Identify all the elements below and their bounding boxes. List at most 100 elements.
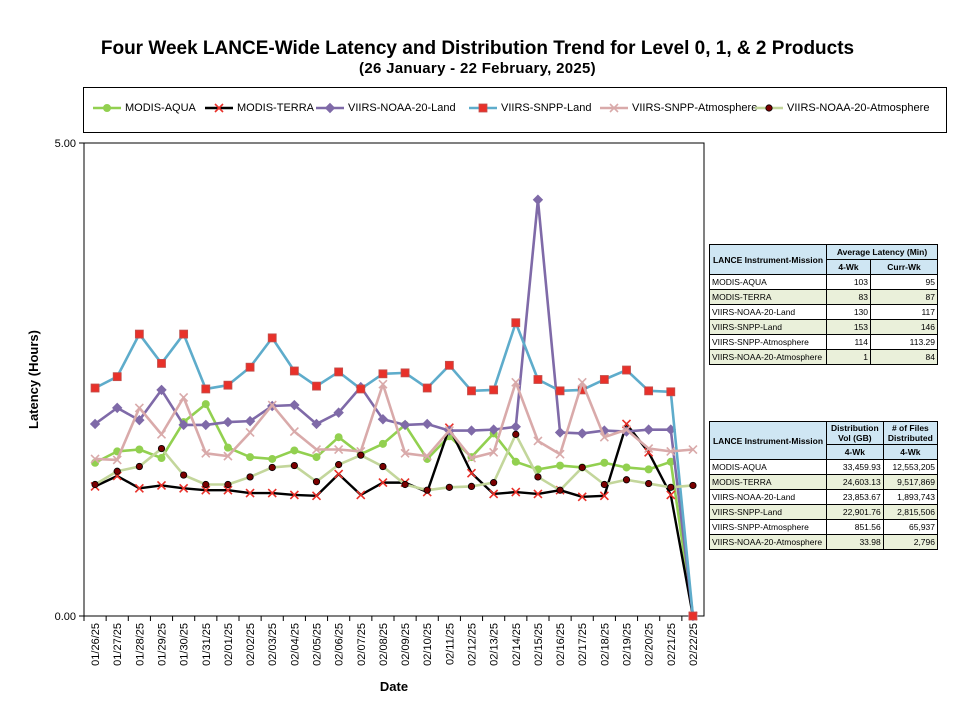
data-point [246, 473, 254, 481]
distribution-table-cell-a: 23,853.67 [826, 489, 884, 505]
data-point [157, 454, 166, 463]
data-point [444, 426, 454, 436]
latency-table-cell-name: VIIRS-NOAA-20-Atmosphere [709, 349, 827, 365]
x-tick-label: 02/11/25 [444, 623, 456, 665]
x-tick-label: 02/09/25 [400, 623, 412, 666]
data-point [422, 418, 433, 430]
data-point [379, 462, 387, 471]
x-tick-label: 02/08/25 [378, 623, 390, 666]
data-point [268, 463, 276, 472]
distribution-table-row: MODIS-TERRA 24,603.13 9,517,869 [709, 474, 939, 490]
data-point [90, 454, 100, 464]
data-point [667, 483, 675, 491]
latency-table-cell-b: 146 [870, 319, 938, 335]
legend-marker [478, 103, 488, 113]
x-tick-label: 02/19/25 [622, 623, 634, 666]
data-point [356, 490, 366, 500]
data-point [644, 443, 654, 454]
data-point [157, 359, 166, 368]
legend-label: VIIRS-NOAA-20-Land [348, 102, 456, 114]
data-point [599, 491, 609, 501]
latency-table-cell-a: 103 [826, 274, 871, 290]
data-point [311, 418, 322, 430]
data-point [357, 451, 365, 459]
y-tick-label: 5.00 [55, 138, 76, 150]
data-point [466, 453, 477, 463]
data-point [622, 365, 631, 375]
data-point [135, 462, 143, 471]
data-point [245, 488, 255, 498]
data-point [334, 433, 343, 442]
data-point [311, 491, 322, 501]
data-point [423, 486, 431, 494]
series-line [94, 433, 694, 492]
x-tick-label: 01/27/25 [112, 623, 124, 666]
data-point [268, 454, 277, 463]
data-point [556, 486, 564, 494]
distribution-table-cell-b: 12,553,205 [882, 459, 939, 475]
data-point [511, 318, 521, 328]
data-point [267, 488, 277, 498]
data-point [511, 487, 521, 497]
data-point [556, 461, 565, 470]
data-point [245, 362, 255, 372]
distribution-table: LANCE Instrument-Mission Distribution Vo… [709, 421, 939, 550]
data-point [134, 329, 144, 339]
latency-table-cell-b: 113.29 [870, 334, 938, 350]
data-point [467, 386, 476, 396]
data-point [378, 478, 388, 488]
legend-label: MODIS-TERRA [237, 102, 314, 114]
data-point [599, 375, 609, 384]
legend-label: VIIRS-SNPP-Land [501, 102, 592, 114]
distribution-table-cell-a: 24,603.13 [826, 474, 884, 490]
distribution-table-sub-vol: 4-Wk [826, 444, 884, 460]
data-point [312, 478, 321, 486]
x-tick-label: 02/17/25 [577, 623, 589, 666]
distribution-table-cell-name: MODIS-AQUA [709, 459, 827, 475]
data-point [378, 439, 387, 448]
legend-swatch [469, 103, 497, 113]
data-point [223, 451, 233, 461]
data-point [377, 414, 389, 425]
data-point [334, 367, 344, 377]
legend-item: VIIRS-NOAA-20-Land [315, 102, 456, 114]
latency-table-header-latency: Average Latency (Min) [826, 244, 938, 260]
latency-table-row: MODIS-TERRA 83 87 [709, 289, 938, 305]
data-point [135, 445, 144, 454]
plot-area [83, 142, 705, 617]
data-point [555, 449, 565, 459]
data-point [267, 333, 277, 343]
data-point [400, 448, 410, 458]
series-line [94, 321, 695, 617]
x-tick-label: 02/07/25 [356, 623, 368, 666]
legend-swatch [755, 104, 783, 112]
data-point [289, 399, 300, 411]
latency-table-cell-name: VIIRS-SNPP-Land [709, 319, 827, 335]
data-point [467, 482, 476, 490]
distribution-table-row: MODIS-AQUA 33,459.93 12,553,205 [709, 459, 939, 475]
distribution-table-cell-b: 1,893,743 [882, 489, 939, 505]
distribution-table-cell-b: 2,796 [882, 534, 939, 550]
data-point [179, 483, 189, 493]
data-point [333, 407, 344, 418]
data-point [578, 463, 586, 472]
y-axis-label: Latency (Hours) [26, 330, 41, 429]
x-tick-label: 02/12/25 [467, 623, 479, 666]
distribution-table-cell-a: 33,459.93 [826, 459, 884, 475]
data-point [555, 386, 565, 396]
distribution-table-cell-name: VIIRS-SNPP-Atmosphere [709, 519, 827, 535]
x-tick-label: 01/31/25 [201, 623, 213, 666]
x-tick-label: 02/04/25 [289, 623, 301, 666]
data-point [112, 372, 122, 382]
data-point [554, 427, 566, 438]
legend-marker [103, 104, 111, 112]
series-line [94, 422, 695, 617]
data-point [245, 427, 255, 438]
distribution-table-header-volume: Distribution Vol (GB) [826, 421, 884, 445]
data-point [466, 425, 477, 436]
data-point [512, 430, 520, 438]
legend-item: VIIRS-NOAA-20-Atmosphere [754, 102, 929, 114]
latency-table-cell-b: 117 [870, 304, 938, 320]
x-tick-label: 01/28/25 [134, 623, 146, 666]
legend-marker [765, 104, 773, 112]
